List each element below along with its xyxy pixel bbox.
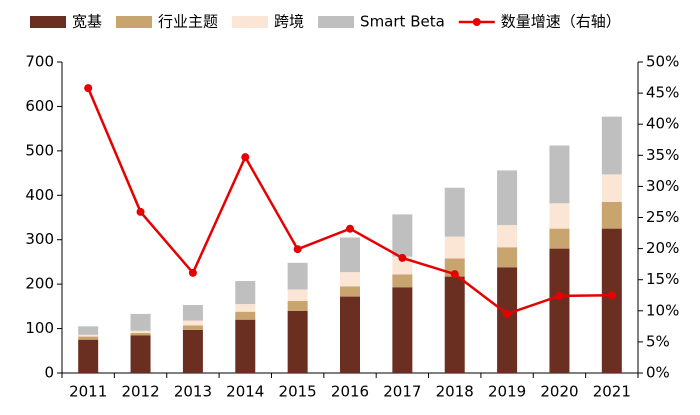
line-point <box>346 224 354 233</box>
bar <box>444 276 465 373</box>
line-point <box>241 153 250 162</box>
bar <box>444 236 465 259</box>
bar <box>497 267 518 373</box>
y2-tick-label: 50% <box>646 53 679 71</box>
bar <box>287 262 308 290</box>
bar <box>78 326 99 335</box>
bar <box>392 274 413 288</box>
bar <box>340 237 360 273</box>
bar <box>78 334 99 337</box>
bar <box>601 116 622 175</box>
y-tick-label: 200 <box>25 275 54 293</box>
bar <box>549 228 570 249</box>
bar <box>130 335 151 373</box>
bar <box>182 320 203 326</box>
legend-swatch <box>318 16 355 28</box>
y-tick-label: 500 <box>25 141 54 159</box>
line-point <box>398 253 407 262</box>
y2-tick-label: 35% <box>646 146 679 164</box>
legend-swatch <box>30 16 66 28</box>
y-tick-label: 100 <box>25 319 54 337</box>
x-tick-label: 2015 <box>279 383 317 401</box>
bar <box>182 305 203 321</box>
y2-tick-label: 30% <box>646 177 679 195</box>
line-point <box>607 291 616 300</box>
x-tick-label: 2011 <box>69 383 107 401</box>
legend-label: 跨境 <box>274 13 304 31</box>
bar <box>601 228 622 373</box>
bar <box>601 201 622 229</box>
line-point <box>293 245 302 254</box>
bar <box>287 310 308 373</box>
bar <box>130 330 151 334</box>
legend: 宽基 行业主题 跨境 Smart Beta 数量增速（右轴） <box>30 13 621 31</box>
line-point <box>450 270 459 279</box>
bar <box>340 286 360 297</box>
bar <box>549 203 570 229</box>
bar <box>287 289 308 302</box>
line-point <box>84 84 93 93</box>
bar <box>287 301 308 311</box>
x-tick-label: 2012 <box>121 383 159 401</box>
bar <box>78 339 99 373</box>
x-tick-label: 2017 <box>383 383 421 401</box>
y-tick-label: 0 <box>44 364 54 382</box>
legend-label: Smart Beta <box>360 13 445 31</box>
bar <box>78 336 99 340</box>
y2-tick-label: 40% <box>646 115 679 133</box>
bar <box>549 145 570 204</box>
x-tick-label: 2020 <box>540 383 578 401</box>
x-tick-label: 2021 <box>593 383 631 401</box>
y-tick-label: 300 <box>25 230 54 248</box>
line-point <box>555 291 564 300</box>
y-tick-label: 700 <box>25 53 54 71</box>
legend-swatch <box>116 16 153 28</box>
x-tick-label: 2016 <box>331 383 369 401</box>
bar <box>235 319 256 373</box>
bar <box>235 304 256 312</box>
bar <box>182 329 203 373</box>
legend-label: 行业主题 <box>158 13 218 31</box>
bar <box>497 170 518 226</box>
y-tick-label: 600 <box>25 97 54 115</box>
line-point <box>188 268 197 277</box>
legend-label: 宽基 <box>72 13 102 31</box>
x-tick-label: 2013 <box>174 383 212 401</box>
bar <box>235 281 256 305</box>
bar <box>444 187 465 237</box>
bar <box>392 256 413 275</box>
bar <box>130 313 151 331</box>
bar <box>392 214 413 257</box>
bar <box>497 247 518 268</box>
y2-tick-label: 10% <box>646 301 679 319</box>
legend-label: 数量增速（右轴） <box>501 13 621 31</box>
bar <box>130 333 151 336</box>
bar <box>340 272 360 287</box>
y2-tick-label: 25% <box>646 208 679 226</box>
y-tick-label: 400 <box>25 186 54 204</box>
bar <box>392 287 413 373</box>
x-tick-label: 2018 <box>436 383 474 401</box>
bar <box>601 174 622 202</box>
x-tick-label: 2019 <box>488 383 526 401</box>
x-tick-label: 2014 <box>226 383 264 401</box>
legend-swatch <box>232 16 269 28</box>
bar <box>549 248 570 373</box>
y2-tick-label: 0% <box>646 364 670 382</box>
legend-dot <box>472 18 481 26</box>
line-point <box>503 309 512 318</box>
bar <box>340 296 360 373</box>
line-point <box>136 207 145 216</box>
bar <box>497 225 518 248</box>
bar <box>235 311 256 320</box>
bar <box>182 325 203 330</box>
y2-tick-label: 45% <box>646 84 679 102</box>
y2-tick-label: 5% <box>646 332 670 350</box>
y2-tick-label: 20% <box>646 239 679 257</box>
y2-tick-label: 15% <box>646 270 679 288</box>
